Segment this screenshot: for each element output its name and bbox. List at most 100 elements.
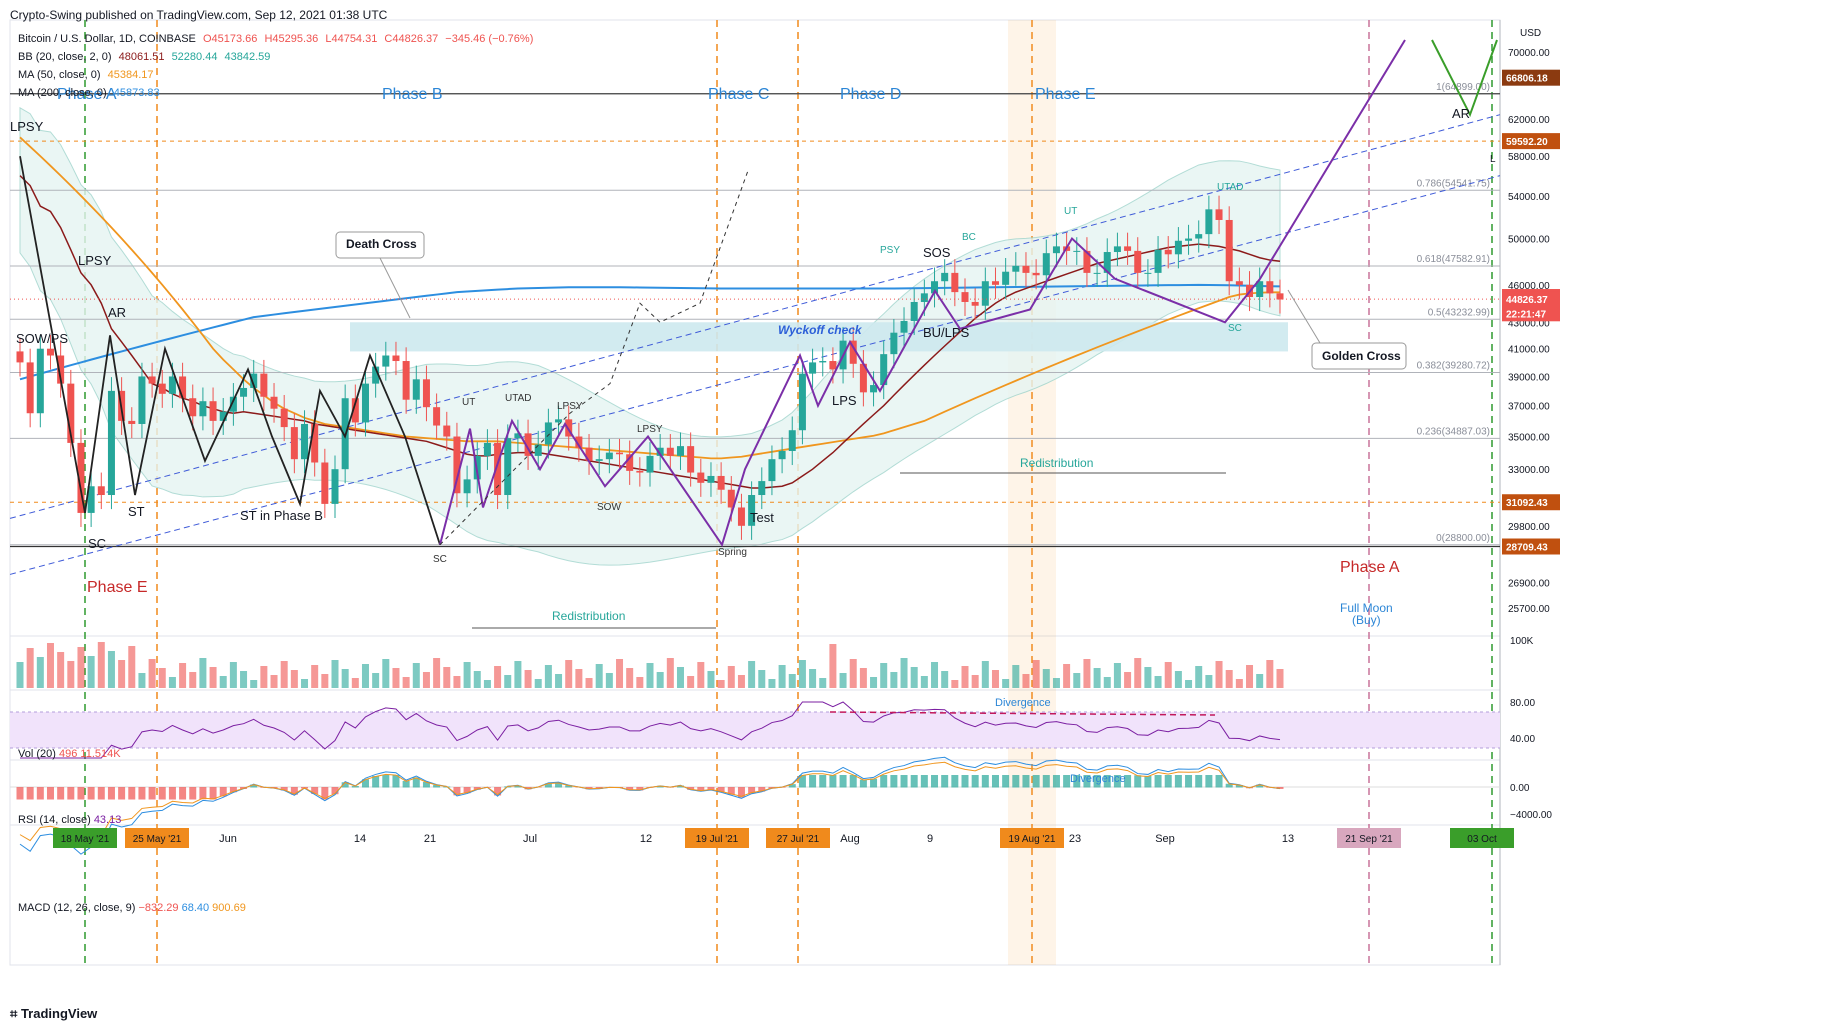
ma200-row[interactable]: MA (200, close, 0) 45873.83 [18, 84, 537, 102]
macd-hist-bar [991, 775, 999, 788]
time-highlight [685, 828, 749, 848]
macd-hist-bar [412, 777, 420, 788]
volume-bar [97, 642, 105, 688]
macd-hist-bar [839, 775, 847, 788]
ohlc-low: L44754.31 [325, 33, 378, 45]
candle-body [504, 438, 512, 496]
candle-body [57, 355, 65, 384]
volume-bar [402, 677, 410, 688]
tradingview-logo[interactable]: ⌗ TradingView [10, 1006, 97, 1022]
volume-bar [1052, 678, 1060, 688]
projection-dashed [439, 170, 749, 546]
candle-body [361, 383, 369, 423]
symbol-row[interactable]: Bitcoin / U.S. Dollar, 1D, COINBASE O451… [18, 30, 537, 48]
rsi-legend[interactable]: RSI (14, close) 43.13 [18, 814, 121, 826]
wyckoff-label: Wyckoff check [778, 323, 863, 337]
volume-bar [280, 661, 288, 688]
candle-body [900, 320, 908, 333]
macd-hist-bar [1022, 775, 1030, 788]
macd-hist-bar [189, 787, 197, 800]
volume-bar [270, 675, 278, 688]
annotation-label: LPSY [78, 253, 112, 268]
ma200-label[interactable]: MA (200, close, 0) [18, 87, 107, 99]
macd-legend[interactable]: MACD (12, 26, close, 9) −832.29 68.40 90… [18, 902, 246, 914]
fib-label: 0.236(34887.03) [1417, 426, 1490, 437]
macd-hist-bar [67, 787, 75, 800]
redistribution-label: Redistribution [552, 609, 625, 623]
volume-bar [616, 659, 624, 688]
time-highlight-label: 27 Jul '21 [777, 834, 820, 845]
candle-body [199, 401, 207, 417]
macd-hist: −832.29 [138, 902, 179, 914]
death-cross-label: Death Cross [346, 237, 417, 251]
candle-body [26, 362, 34, 414]
macd-hist-bar [809, 775, 817, 788]
macd-hist-bar [697, 787, 705, 792]
phase-shade [1008, 20, 1056, 965]
ohlc-change: −345.46 (−0.76%) [445, 33, 534, 45]
volume-bar [260, 666, 268, 688]
candle-body [849, 340, 857, 364]
time-highlight [53, 828, 117, 848]
candle-body [402, 361, 410, 400]
macd-hist-bar [1012, 775, 1020, 788]
candle-body [97, 486, 105, 496]
volume-bar [941, 671, 949, 688]
volume-bar [544, 665, 552, 688]
volume-legend[interactable]: Vol (20) 496 11.514K [18, 748, 121, 760]
candle-body [707, 475, 715, 483]
macd-hist-bar [128, 787, 136, 800]
volume-tick: 100K [1510, 636, 1534, 647]
candle-body [910, 301, 918, 321]
ma50-label[interactable]: MA (50, close, 0) [18, 69, 101, 81]
macd-hist-bar [219, 787, 227, 797]
macd-hist-bar [422, 782, 430, 788]
bb-row[interactable]: BB (20, close, 2, 0) 48061.51 52280.44 4… [18, 48, 537, 66]
volume-bar [494, 666, 502, 688]
volume-bar [46, 643, 54, 688]
price-tick: 43000.00 [1508, 318, 1550, 329]
candle-body [219, 411, 227, 421]
annotation-small: UTAD [1217, 182, 1243, 193]
candle-body [168, 376, 176, 394]
macd-hist-bar [97, 787, 105, 800]
volume-bar [36, 657, 44, 688]
candle-body [544, 422, 552, 445]
candle-body [1256, 281, 1264, 298]
volume-bar [839, 673, 847, 688]
volume-bar [463, 662, 471, 688]
rsi-line [20, 701, 1281, 759]
candle-body [128, 420, 136, 424]
price-tick: 26900.00 [1508, 579, 1550, 590]
macd-hist-bar [148, 787, 156, 800]
macd-hist-bar [1134, 775, 1142, 788]
macd-hist-bar [199, 787, 207, 800]
annotation-label: ST in Phase B [240, 508, 323, 523]
volume-bar [809, 669, 817, 688]
macd-hist-bar [87, 787, 95, 800]
price-tick: 29800.00 [1508, 522, 1550, 533]
volume-bar [524, 670, 532, 688]
volume-bar [534, 679, 542, 688]
candle-body [422, 379, 430, 408]
macd-hist-bar [849, 775, 857, 788]
volume-bar [656, 672, 664, 688]
annotation-label: SOS [923, 245, 951, 260]
volume-bar [798, 660, 806, 688]
rsi-tick: 80.00 [1510, 698, 1535, 709]
fib-label: 0.786(54541.75) [1417, 178, 1490, 189]
volume-bar [1266, 660, 1274, 688]
macd-hist-bar [1154, 775, 1162, 788]
publish-info: Crypto-Swing published on TradingView.co… [10, 8, 388, 22]
annotation-right-l: L [1490, 154, 1496, 165]
redistribution-label: Redistribution [1020, 456, 1093, 470]
symbol-name[interactable]: Bitcoin / U.S. Dollar, 1D, COINBASE [18, 33, 196, 45]
bb-label[interactable]: BB (20, close, 2, 0) [18, 51, 112, 63]
annotation-small: SC [433, 554, 447, 565]
price-badge [1502, 291, 1560, 308]
macd-hist-bar [331, 787, 339, 795]
macd-hist-bar [107, 787, 115, 800]
ma50-row[interactable]: MA (50, close, 0) 45384.17 [18, 66, 537, 84]
